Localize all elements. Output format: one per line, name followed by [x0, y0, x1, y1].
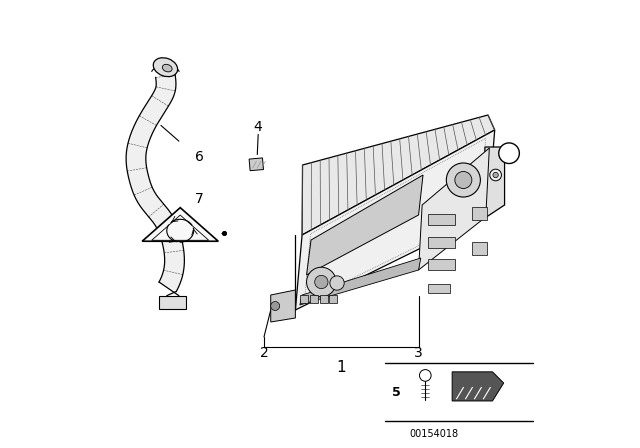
Text: 5: 5 [505, 146, 513, 160]
Circle shape [330, 276, 344, 290]
Bar [428, 284, 450, 293]
Circle shape [455, 172, 472, 189]
Bar [428, 237, 455, 248]
Circle shape [271, 302, 280, 310]
Polygon shape [302, 115, 495, 235]
Bar [428, 214, 455, 225]
Text: 4: 4 [254, 120, 262, 134]
Polygon shape [452, 372, 504, 401]
Bar [249, 158, 264, 171]
Circle shape [419, 370, 431, 381]
Bar [319, 295, 328, 303]
Circle shape [499, 143, 520, 164]
Bar [330, 295, 337, 303]
Bar [472, 241, 486, 255]
Bar [428, 259, 455, 270]
Polygon shape [142, 208, 218, 241]
Bar [300, 295, 308, 303]
Ellipse shape [163, 65, 172, 72]
Circle shape [490, 169, 502, 181]
Text: 7: 7 [195, 192, 204, 207]
Text: 2: 2 [260, 346, 268, 360]
Text: 3: 3 [414, 346, 423, 360]
Polygon shape [296, 130, 495, 310]
Polygon shape [307, 175, 423, 275]
Text: 00154018: 00154018 [410, 429, 459, 439]
Polygon shape [126, 75, 184, 291]
Ellipse shape [153, 58, 178, 77]
Circle shape [307, 267, 336, 297]
Bar [159, 296, 186, 309]
Circle shape [315, 276, 328, 289]
Polygon shape [485, 147, 504, 218]
Text: 6: 6 [195, 150, 204, 164]
Text: 1: 1 [337, 360, 346, 375]
Polygon shape [300, 258, 421, 305]
Bar [310, 295, 318, 303]
Circle shape [493, 172, 499, 178]
Circle shape [446, 163, 481, 197]
Polygon shape [271, 290, 296, 322]
Bar [472, 207, 486, 220]
Polygon shape [419, 148, 490, 270]
Text: 5: 5 [392, 385, 401, 399]
